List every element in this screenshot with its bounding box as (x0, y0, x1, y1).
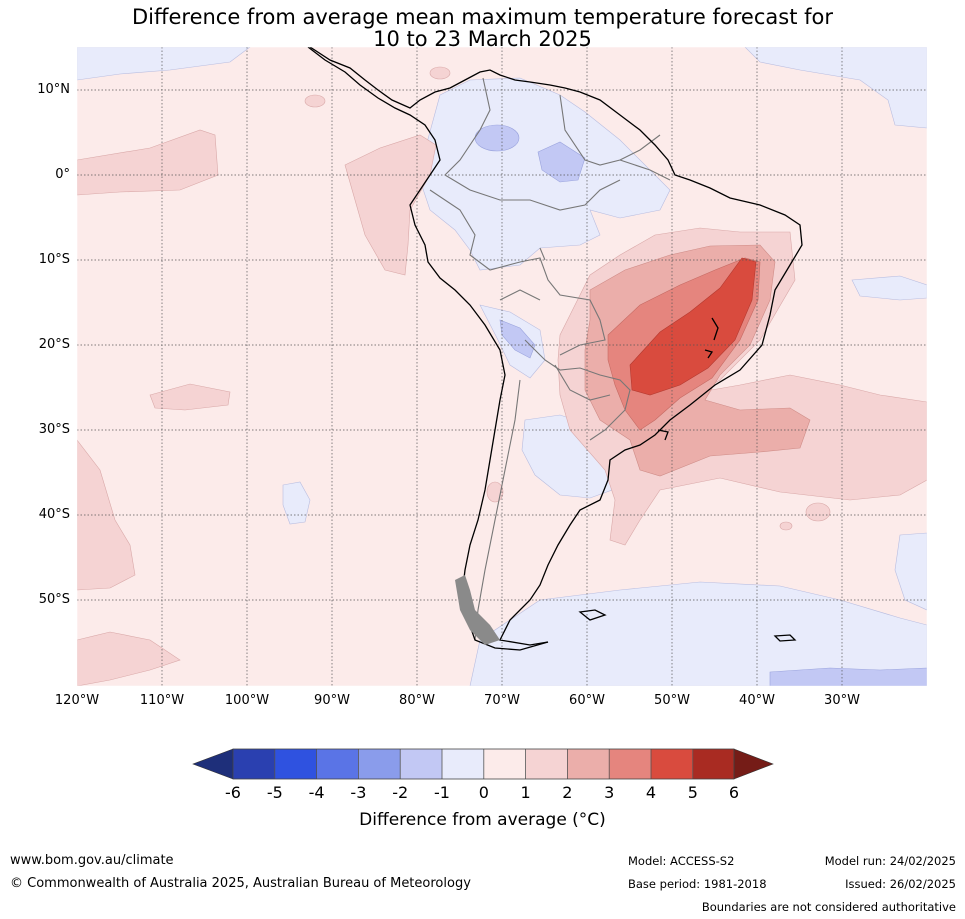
colorbar-segment-4-5 (651, 749, 693, 779)
colorbar-tick-4: 4 (645, 783, 657, 802)
footer-disclaimer: Boundaries are not considered authoritat… (701, 900, 956, 914)
footer-base-period: Base period: 1981-2018 (628, 877, 767, 891)
footer-model: Model: ACCESS-S2 (628, 854, 735, 868)
colorbar-tick-m3: -3 (350, 783, 367, 802)
colorbar-tick-m1: -1 (434, 783, 450, 802)
colorbar-segment-0-1 (483, 749, 526, 779)
colorbar (192, 748, 774, 780)
colorbar-segment-m4-m3 (316, 749, 359, 779)
lon-label-60w: 60°W (569, 693, 605, 708)
lon-label-30w: 30°W (824, 693, 860, 708)
lat-label-10s: 10°S (38, 252, 70, 267)
colorbar-segment-m3-m2 (358, 749, 401, 779)
lon-label-50w: 50°W (654, 693, 690, 708)
chile-fjords (455, 575, 500, 645)
colorbar-segment-m1-0 (442, 749, 484, 779)
lon-label-40w: 40°W (739, 693, 775, 708)
colorbar-segment-m6-m5 (233, 749, 275, 779)
footer-website-link[interactable]: www.bom.gov.au/climate (10, 853, 174, 868)
colorbar-title: Difference from average (°C) (359, 810, 606, 830)
graticule (77, 47, 927, 686)
forecast-map (76, 46, 928, 687)
colorbar-tick-m4: -4 (308, 783, 325, 802)
colorbar-segment-3-4 (609, 749, 651, 779)
colorbar-tick-m5: -5 (266, 783, 283, 802)
colorbar-tick-5: 5 (687, 783, 698, 802)
cool-anomaly-cores (474, 124, 927, 686)
colorbar-segment-m2-m1 (400, 749, 442, 779)
colorbar-tick-0: 0 (478, 783, 489, 802)
warm-anomaly-very-strong (629, 257, 757, 396)
colorbar-segment-below-min (192, 748, 234, 780)
colorbar-tick-1: 1 (520, 783, 531, 802)
colorbar-segment-2-3 (567, 749, 610, 779)
colorbar-segment-1-2 (525, 749, 568, 779)
colorbar-segment-5-6 (692, 749, 734, 779)
colorbar-tick-m2: -2 (392, 783, 409, 802)
lat-label-50s: 50°S (38, 592, 70, 607)
colorbar-segment-m5-m4 (274, 749, 317, 779)
lon-label-110w: 110°W (139, 693, 185, 708)
footer-copyright: © Commonwealth of Australia 2025, Austra… (10, 876, 471, 891)
country-borders (429, 77, 671, 641)
lat-label-40s: 40°S (38, 507, 70, 522)
lat-label-20s: 20°S (38, 337, 70, 352)
footer-model-run: Model run: 24/02/2025 (824, 854, 956, 868)
colorbar-tick-3: 3 (604, 783, 615, 802)
colorbar-tick-6: 6 (728, 783, 740, 802)
colorbar-tick-2: 2 (562, 783, 573, 802)
lon-label-120w: 120°W (54, 693, 100, 708)
lat-label-30s: 30°S (38, 422, 70, 437)
lon-label-70w: 70°W (484, 693, 520, 708)
lat-label-10n: 10°N (37, 82, 70, 97)
lat-label-0: 0° (55, 167, 70, 182)
lon-label-100w: 100°W (224, 693, 270, 708)
footer-issued: Issued: 26/02/2025 (845, 877, 956, 891)
colorbar-tick-m6: -6 (225, 783, 241, 802)
lon-label-90w: 90°W (314, 693, 350, 708)
lon-label-80w: 80°W (399, 693, 435, 708)
map-title-line1: Difference from average mean maximum tem… (132, 5, 833, 29)
colorbar-segment-above-max (733, 748, 774, 780)
